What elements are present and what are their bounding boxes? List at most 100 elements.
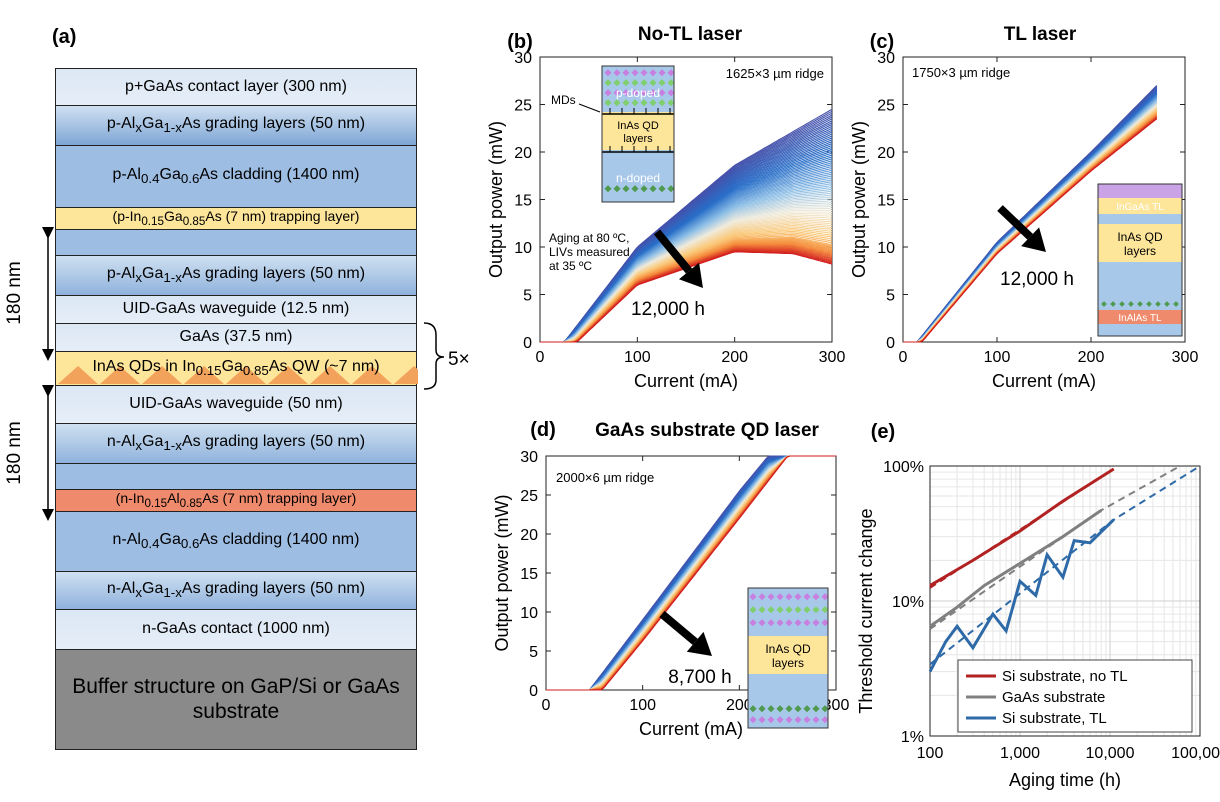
dopant-marker bbox=[631, 99, 639, 107]
aging-arrow-d-head bbox=[686, 631, 712, 656]
dopant-marker bbox=[1146, 301, 1152, 307]
dopant-marker bbox=[613, 79, 621, 87]
dopant-marker bbox=[667, 185, 675, 193]
y-axis-label: Threshold current change bbox=[856, 508, 876, 713]
inset-label-layers: layers bbox=[1124, 244, 1156, 258]
ridge-label-c: 1750×3 µm ridge bbox=[912, 65, 1010, 80]
arrow-label-c: 12,000 h bbox=[1000, 269, 1074, 290]
dopant-marker bbox=[794, 619, 802, 627]
y-tick-label: 15 bbox=[514, 193, 532, 210]
x-axis-label: Current (mA) bbox=[634, 371, 738, 391]
inset-label-layers: layers bbox=[772, 656, 804, 670]
dopant-marker bbox=[613, 89, 621, 97]
dopant-marker bbox=[758, 705, 766, 713]
dopant-marker bbox=[821, 619, 829, 627]
y-tick-label: 0 bbox=[523, 335, 532, 352]
dopant-marker bbox=[767, 606, 775, 614]
dopant-marker bbox=[821, 705, 829, 713]
dopant-marker bbox=[776, 619, 784, 627]
layer-label: p+GaAs contact layer (300 nm) bbox=[125, 77, 347, 95]
inset-layer-n bbox=[602, 150, 674, 202]
layer-2: p-Al0.4Ga0.6As cladding (1400 nm) bbox=[55, 146, 417, 208]
dopant-marker bbox=[794, 606, 802, 614]
layer-label: n-Al0.4Ga0.6As cladding (1400 nm) bbox=[112, 531, 360, 552]
dopant-marker bbox=[794, 716, 802, 724]
dopant-marker bbox=[604, 99, 612, 107]
dopant-marker bbox=[812, 716, 820, 724]
dopant-marker bbox=[649, 99, 657, 107]
dopant-marker bbox=[640, 89, 648, 97]
arrow-label-b: 12,000 h bbox=[631, 299, 705, 320]
dopant-marker bbox=[1128, 301, 1134, 307]
dopant-marker bbox=[667, 69, 675, 77]
panel-e-label: (e) bbox=[871, 421, 895, 443]
y-tick-label: 10 bbox=[877, 240, 895, 257]
layer-label: n-GaAs contact (1000 nm) bbox=[142, 620, 330, 638]
dim-bottom-label: 180 nm bbox=[4, 421, 25, 484]
panel-b-label: (b) bbox=[507, 31, 533, 53]
layer-11 bbox=[55, 464, 417, 490]
x-tick-label: 100 bbox=[917, 745, 944, 762]
dopant-marker bbox=[622, 69, 630, 77]
x-tick-label: 0 bbox=[536, 349, 545, 366]
dopant-marker bbox=[776, 716, 784, 724]
y-tick-label: 5 bbox=[886, 288, 895, 305]
y-tick-label: 20 bbox=[877, 145, 895, 162]
dopant-marker bbox=[631, 69, 639, 77]
dopant-marker bbox=[658, 185, 666, 193]
panel-d-label: (d) bbox=[530, 419, 556, 441]
y-tick-label: 10 bbox=[520, 605, 538, 622]
layer-label: UID-GaAs waveguide (12.5 nm) bbox=[122, 300, 350, 318]
y-tick-label: 20 bbox=[520, 527, 538, 544]
panel-c-title: TL laser bbox=[1004, 24, 1077, 45]
dopant-marker bbox=[749, 716, 757, 724]
dopant-marker bbox=[640, 69, 648, 77]
dopant-marker bbox=[658, 79, 666, 87]
x-axis-label: Current (mA) bbox=[992, 371, 1096, 391]
inset-label-mds: MDs bbox=[551, 93, 576, 107]
dopant-marker bbox=[749, 606, 757, 614]
layer-7: GaAs (37.5 nm) bbox=[55, 324, 417, 352]
layer-label: InAs QDs in In0.15Ga0.85As QW (~7 nm) bbox=[92, 358, 380, 379]
dopant-marker bbox=[758, 606, 766, 614]
layer-16: Buffer structure on GaP/Si or GaAs subst… bbox=[55, 650, 417, 750]
layer-1: p-AlxGa1-xAs grading layers (50 nm) bbox=[55, 106, 417, 146]
x-tick-label: 200 bbox=[721, 349, 748, 366]
dopant-marker bbox=[767, 705, 775, 713]
dopant-marker bbox=[658, 69, 666, 77]
inset-layer-qd bbox=[602, 112, 674, 150]
layer-14: n-AlxGa1-xAs grading layers (50 nm) bbox=[55, 572, 417, 610]
x-tick-label: 200 bbox=[1078, 349, 1105, 366]
x-tick-label: 300 bbox=[823, 697, 850, 714]
dopant-marker bbox=[613, 69, 621, 77]
dopant-marker bbox=[776, 705, 784, 713]
layer-8: InAs QDs in In0.15Ga0.85As QW (~7 nm) bbox=[55, 352, 418, 386]
dopant-marker bbox=[803, 619, 811, 627]
dopant-marker bbox=[758, 716, 766, 724]
dopant-marker bbox=[767, 619, 775, 627]
y-tick-label: 1% bbox=[901, 729, 924, 746]
dopant-marker bbox=[1155, 301, 1161, 307]
dopant-marker bbox=[658, 89, 666, 97]
x-axis-label: Aging time (h) bbox=[1009, 770, 1121, 790]
dopant-marker bbox=[658, 99, 666, 107]
aging-note-line: LIVs measured bbox=[549, 245, 630, 259]
series-line bbox=[929, 467, 1115, 587]
dopant-marker bbox=[1164, 301, 1170, 307]
legend-entry: Si substrate, no TL bbox=[1002, 668, 1128, 685]
y-tick-label: 0 bbox=[529, 683, 538, 700]
dopant-marker bbox=[604, 185, 612, 193]
dopant-marker bbox=[631, 79, 639, 87]
x-axis-label: Current (mA) bbox=[639, 719, 743, 739]
dopant-marker bbox=[758, 619, 766, 627]
repeat-label: 5× bbox=[448, 349, 470, 370]
panel-b-title: No-TL laser bbox=[638, 24, 743, 45]
dopant-marker bbox=[604, 89, 612, 97]
aging-curve bbox=[903, 118, 1158, 343]
ridge-label-d: 2000×6 µm ridge bbox=[556, 470, 654, 485]
layer-9: UID-GaAs waveguide (50 nm) bbox=[55, 386, 417, 424]
dopant-marker bbox=[767, 716, 775, 724]
dopant-marker bbox=[640, 79, 648, 87]
series-line bbox=[929, 509, 1103, 628]
dopant-marker bbox=[812, 606, 820, 614]
